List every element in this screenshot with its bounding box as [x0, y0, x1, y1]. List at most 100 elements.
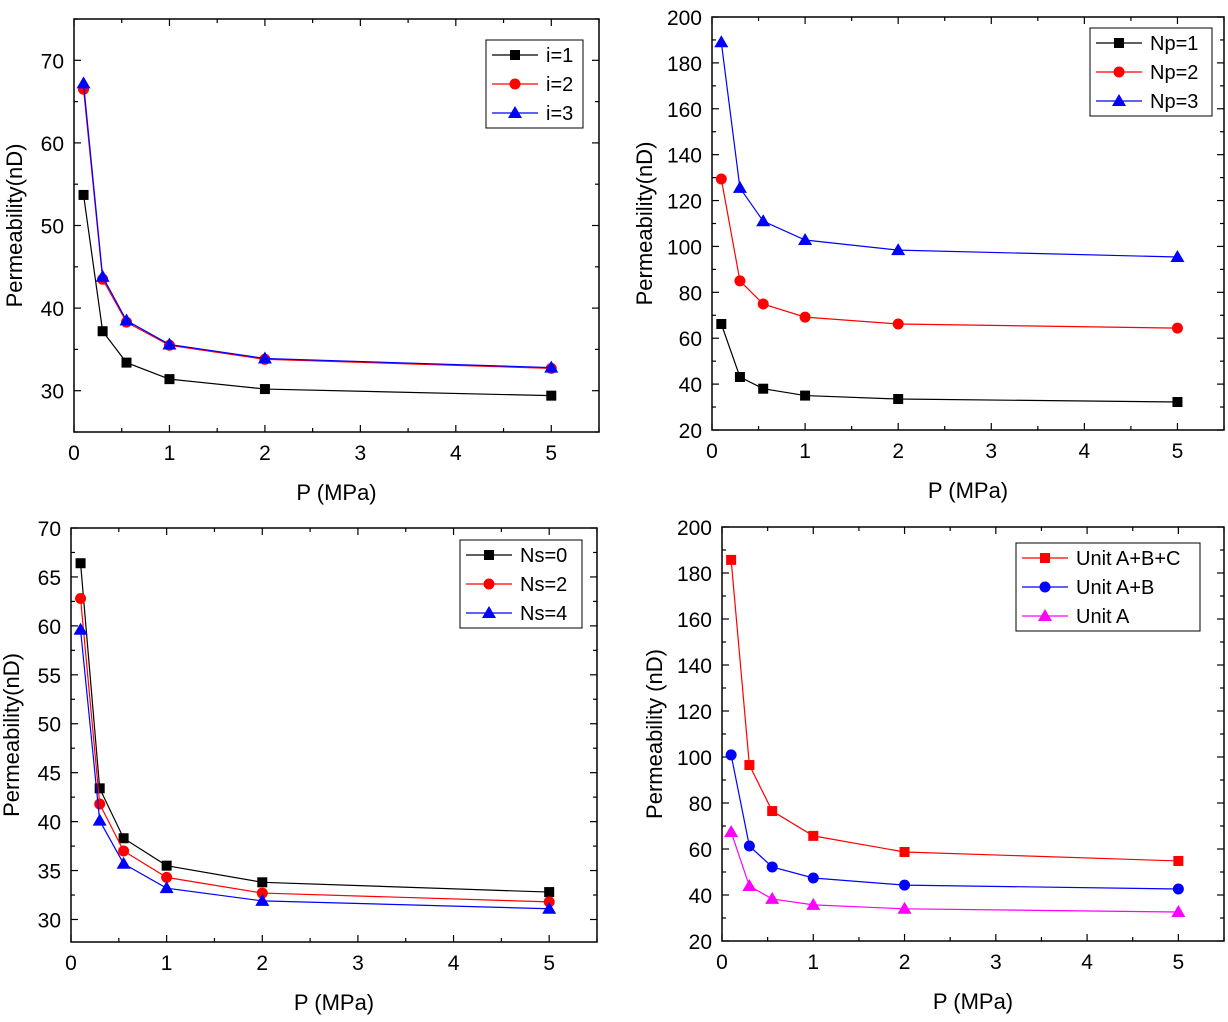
legend: Unit A+B+C Unit A+B Unit A: [1015, 542, 1201, 632]
series-line: [720, 42, 1178, 258]
legend-label: Np=1: [1150, 33, 1198, 55]
x-tick-label: 3: [985, 440, 997, 463]
x-tick-label: 3: [990, 951, 1002, 974]
y-axis-label: Permeability(nD): [0, 653, 24, 817]
y-tick-label: 40: [38, 812, 61, 835]
data-point: [1172, 397, 1183, 408]
data-point: [119, 313, 134, 326]
legend-marker: [508, 106, 522, 118]
y-tick-label: 20: [689, 931, 712, 954]
data-point: [724, 824, 739, 837]
series-Unit A+B+C: [726, 554, 1184, 866]
data-point: [734, 371, 745, 382]
data-point: [798, 233, 813, 246]
series-Ns=4: [73, 622, 557, 914]
x-tick-label: 1: [807, 951, 819, 974]
data-point: [162, 337, 177, 350]
y-tick-label: 60: [41, 133, 64, 156]
x-tick-label: 5: [1172, 440, 1184, 463]
data-point: [897, 901, 912, 914]
chart-panel-2: 0 1 2 3 4 5 20 40 60 80 100 120 140 160 180 200 P (MPa) P…: [632, 7, 1225, 503]
data-point: [1172, 883, 1184, 895]
series-line: [82, 194, 552, 397]
data-point: [807, 872, 819, 884]
legend-label: Unit A: [1076, 606, 1130, 628]
data-point: [756, 214, 771, 227]
y-tick-label: 200: [667, 7, 702, 30]
legend-label: i=2: [546, 74, 573, 96]
data-point: [159, 881, 174, 894]
series-i=3: [76, 76, 559, 373]
series-line: [79, 598, 550, 903]
y-tick-label: 60: [689, 839, 712, 862]
x-tick-label: 2: [256, 952, 268, 975]
plot-frame: [70, 527, 598, 943]
legend-label: Unit A+B+C: [1076, 548, 1181, 570]
data-point: [766, 861, 778, 873]
data-point: [757, 298, 769, 310]
data-point: [257, 877, 268, 888]
series-Ns=2: [75, 592, 555, 908]
data-point: [94, 798, 106, 810]
data-point: [76, 76, 91, 89]
series-Unit A+B: [725, 749, 1184, 895]
data-point: [257, 351, 272, 364]
y-tick-label: 100: [677, 747, 712, 770]
x-axis-label: P (MPa): [933, 989, 1013, 1014]
legend-marker: [1113, 66, 1125, 78]
legend-label: Ns=2: [520, 574, 567, 596]
data-point: [161, 871, 173, 883]
x-tick-label: 4: [448, 952, 460, 975]
data-point: [546, 390, 557, 401]
series-line: [730, 831, 1179, 913]
series-Ns=0: [75, 558, 555, 898]
series-line: [79, 629, 550, 910]
x-tick-label: 5: [543, 952, 555, 975]
y-tick-label: 160: [677, 609, 712, 632]
legend-label: Np=3: [1150, 91, 1198, 113]
series-i=1: [78, 189, 557, 401]
data-point: [742, 879, 757, 892]
y-tick-label: 80: [679, 282, 702, 305]
data-point: [255, 893, 270, 906]
data-point: [1170, 249, 1185, 262]
legend-marker: [1038, 609, 1052, 621]
series-line: [730, 559, 1179, 862]
data-point: [161, 860, 172, 871]
y-tick-label: 60: [679, 328, 702, 351]
data-point: [544, 360, 559, 373]
data-point: [118, 845, 130, 857]
x-tick-label: 2: [899, 951, 911, 974]
chart-panel-1: 0 1 2 3 4 5 30 40 50 60 70 P (MPa) Permeability(nD) i…: [2, 18, 600, 505]
x-tick-label: 5: [545, 442, 557, 465]
data-point: [800, 390, 811, 401]
data-point: [75, 592, 87, 604]
data-point: [544, 887, 555, 898]
series-line: [720, 323, 1178, 403]
data-point: [75, 558, 86, 569]
legend: i=1 i=2 i=3: [485, 39, 584, 129]
y-tick-label: 140: [667, 145, 702, 168]
data-point: [118, 833, 129, 844]
data-point: [92, 813, 107, 826]
data-point: [808, 830, 819, 841]
x-tick-label: 0: [716, 951, 728, 974]
x-tick-label: 1: [161, 952, 173, 975]
y-tick-label: 50: [38, 714, 61, 737]
series-Np=1: [716, 318, 1183, 408]
legend-label: i=3: [546, 103, 573, 125]
data-point: [806, 897, 821, 910]
data-point: [716, 318, 727, 329]
data-point: [116, 856, 131, 869]
data-point: [542, 901, 557, 914]
data-point: [799, 311, 811, 323]
data-point: [758, 383, 769, 394]
y-tick-label: 30: [41, 381, 64, 404]
y-axis-label: Permeability(nD): [632, 142, 657, 306]
data-point: [899, 846, 910, 857]
x-tick-label: 4: [1079, 440, 1091, 463]
legend-label: i=1: [546, 45, 573, 67]
y-tick-label: 70: [38, 518, 61, 541]
y-tick-label: 40: [679, 374, 702, 397]
